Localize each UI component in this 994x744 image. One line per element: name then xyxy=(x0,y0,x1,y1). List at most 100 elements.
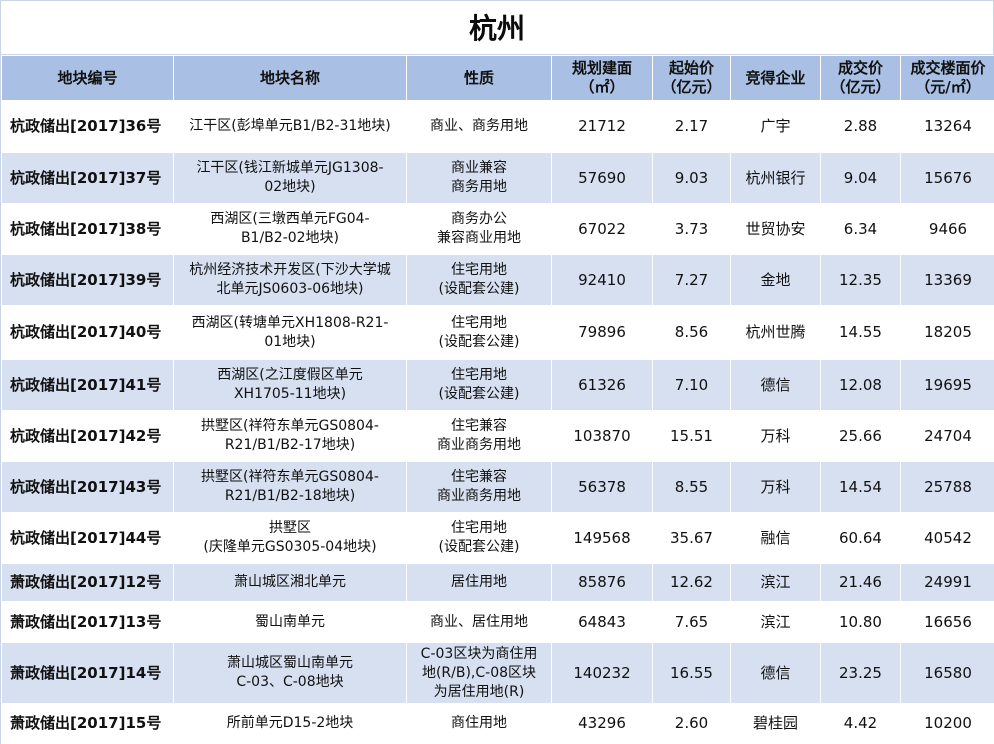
cell-deal: 12.08 xyxy=(821,360,901,411)
cell-use: 住宅用地 (设配套公建) xyxy=(407,306,552,360)
cell-use: C-03区块为商住用 地(R/B),C-08区块 为居住用地(R) xyxy=(407,643,552,704)
cell-floor: 13264 xyxy=(901,101,994,153)
cell-area: 43296 xyxy=(552,704,653,744)
cell-winner: 滨江 xyxy=(731,602,821,643)
cell-use: 住宅用地 (设配套公建) xyxy=(407,255,552,306)
cell-start: 2.17 xyxy=(653,101,731,153)
cell-use: 住宅用地 (设配套公建) xyxy=(407,360,552,411)
cell-start: 8.56 xyxy=(653,306,731,360)
cell-name: 西湖区(三墩西单元FG04- B1/B2-02地块) xyxy=(174,204,407,255)
cell-deal: 21.46 xyxy=(821,564,901,602)
land-table: 地块编号 地块名称 性质 规划建面 （㎡） 起始价 （亿元） 竞得企业 成交价 … xyxy=(1,55,994,744)
cell-start: 8.55 xyxy=(653,462,731,513)
table-row: 杭政储出[2017]41号西湖区(之江度假区单元 XH1705-11地块)住宅用… xyxy=(2,360,994,411)
table-row: 杭政储出[2017]39号杭州经济技术开发区(下沙大学城 北单元JS0603-0… xyxy=(2,255,994,306)
cell-code: 杭政储出[2017]43号 xyxy=(2,462,174,513)
cell-code: 杭政储出[2017]38号 xyxy=(2,204,174,255)
header-deal-price: 成交价 （亿元） xyxy=(821,56,901,101)
cell-winner: 世贸协安 xyxy=(731,204,821,255)
cell-code: 杭政储出[2017]36号 xyxy=(2,101,174,153)
cell-name: 拱墅区 (庆隆单元GS0305-04地块) xyxy=(174,513,407,564)
cell-code: 杭政储出[2017]37号 xyxy=(2,153,174,204)
cell-winner: 融信 xyxy=(731,513,821,564)
cell-floor: 18205 xyxy=(901,306,994,360)
cell-deal: 60.64 xyxy=(821,513,901,564)
cell-code: 萧政储出[2017]15号 xyxy=(2,704,174,744)
cell-code: 杭政储出[2017]42号 xyxy=(2,411,174,462)
cell-name: 拱墅区(祥符东单元GS0804- R21/B1/B2-17地块) xyxy=(174,411,407,462)
cell-winner: 德信 xyxy=(731,360,821,411)
cell-floor: 10200 xyxy=(901,704,994,744)
cell-name: 所前单元D15-2地块 xyxy=(174,704,407,744)
cell-name: 萧山城区湘北单元 xyxy=(174,564,407,602)
cell-area: 149568 xyxy=(552,513,653,564)
cell-deal: 2.88 xyxy=(821,101,901,153)
cell-winner: 滨江 xyxy=(731,564,821,602)
header-start-price: 起始价 （亿元） xyxy=(653,56,731,101)
cell-code: 杭政储出[2017]40号 xyxy=(2,306,174,360)
cell-name: 杭州经济技术开发区(下沙大学城 北单元JS0603-06地块) xyxy=(174,255,407,306)
table-row: 杭政储出[2017]38号西湖区(三墩西单元FG04- B1/B2-02地块)商… xyxy=(2,204,994,255)
header-winner: 竞得企业 xyxy=(731,56,821,101)
cell-use: 商业、商务用地 xyxy=(407,101,552,153)
header-name: 地块名称 xyxy=(174,56,407,101)
cell-deal: 9.04 xyxy=(821,153,901,204)
cell-winner: 杭州世腾 xyxy=(731,306,821,360)
cell-winner: 金地 xyxy=(731,255,821,306)
header-row: 地块编号 地块名称 性质 规划建面 （㎡） 起始价 （亿元） 竞得企业 成交价 … xyxy=(2,56,994,101)
cell-floor: 15676 xyxy=(901,153,994,204)
cell-name: 西湖区(之江度假区单元 XH1705-11地块) xyxy=(174,360,407,411)
cell-deal: 4.42 xyxy=(821,704,901,744)
cell-deal: 14.55 xyxy=(821,306,901,360)
cell-code: 杭政储出[2017]44号 xyxy=(2,513,174,564)
table-wrapper: 地块编号 地块名称 性质 规划建面 （㎡） 起始价 （亿元） 竞得企业 成交价 … xyxy=(0,55,994,744)
cell-floor: 16580 xyxy=(901,643,994,704)
cell-start: 7.65 xyxy=(653,602,731,643)
cell-area: 56378 xyxy=(552,462,653,513)
cell-area: 67022 xyxy=(552,204,653,255)
cell-winner: 德信 xyxy=(731,643,821,704)
cell-name: 拱墅区(祥符东单元GS0804- R21/B1/B2-18地块) xyxy=(174,462,407,513)
cell-name: 西湖区(转塘单元XH1808-R21- 01地块) xyxy=(174,306,407,360)
cell-floor: 9466 xyxy=(901,204,994,255)
table-row: 杭政储出[2017]37号江干区(钱江新城单元JG1308- 02地块)商业兼容… xyxy=(2,153,994,204)
cell-start: 2.60 xyxy=(653,704,731,744)
cell-start: 7.10 xyxy=(653,360,731,411)
cell-start: 15.51 xyxy=(653,411,731,462)
cell-code: 萧政储出[2017]14号 xyxy=(2,643,174,704)
cell-deal: 10.80 xyxy=(821,602,901,643)
cell-area: 21712 xyxy=(552,101,653,153)
cell-winner: 万科 xyxy=(731,411,821,462)
table-row: 杭政储出[2017]43号拱墅区(祥符东单元GS0804- R21/B1/B2-… xyxy=(2,462,994,513)
cell-floor: 40542 xyxy=(901,513,994,564)
cell-start: 16.55 xyxy=(653,643,731,704)
cell-name: 江干区(彭埠单元B1/B2-31地块) xyxy=(174,101,407,153)
cell-name: 蜀山南单元 xyxy=(174,602,407,643)
cell-start: 12.62 xyxy=(653,564,731,602)
cell-code: 杭政储出[2017]41号 xyxy=(2,360,174,411)
cell-start: 7.27 xyxy=(653,255,731,306)
cell-floor: 25788 xyxy=(901,462,994,513)
header-floor-price: 成交楼面价 （元/㎡） xyxy=(901,56,994,101)
table-row: 杭政储出[2017]44号拱墅区 (庆隆单元GS0305-04地块)住宅用地 (… xyxy=(2,513,994,564)
header-use: 性质 xyxy=(407,56,552,101)
cell-name: 萧山城区蜀山南单元 C-03、C-08地块 xyxy=(174,643,407,704)
cell-deal: 14.54 xyxy=(821,462,901,513)
cell-use: 住宅兼容 商业商务用地 xyxy=(407,462,552,513)
cell-winner: 广宇 xyxy=(731,101,821,153)
cell-area: 64843 xyxy=(552,602,653,643)
cell-area: 140232 xyxy=(552,643,653,704)
cell-area: 92410 xyxy=(552,255,653,306)
cell-floor: 16656 xyxy=(901,602,994,643)
cell-start: 35.67 xyxy=(653,513,731,564)
cell-code: 萧政储出[2017]13号 xyxy=(2,602,174,643)
cell-area: 85876 xyxy=(552,564,653,602)
cell-use: 住宅用地 (设配套公建) xyxy=(407,513,552,564)
cell-use: 居住用地 xyxy=(407,564,552,602)
